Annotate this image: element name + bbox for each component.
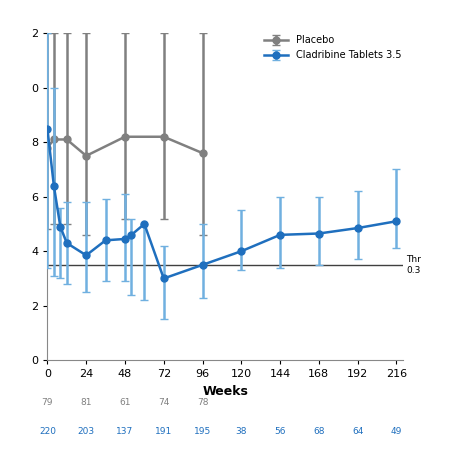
Text: 56: 56 <box>274 427 286 436</box>
Text: Thr
0.3: Thr 0.3 <box>407 255 421 274</box>
Text: 191: 191 <box>155 427 173 436</box>
X-axis label: Weeks: Weeks <box>202 385 248 398</box>
Text: 203: 203 <box>78 427 95 436</box>
Text: 81: 81 <box>81 398 92 407</box>
Text: 64: 64 <box>352 427 364 436</box>
Text: 68: 68 <box>313 427 325 436</box>
Text: 74: 74 <box>158 398 169 407</box>
Legend: Placebo, Cladribine Tablets 3.5: Placebo, Cladribine Tablets 3.5 <box>260 31 405 64</box>
Text: 137: 137 <box>116 427 134 436</box>
Text: 61: 61 <box>119 398 131 407</box>
Text: 49: 49 <box>391 427 402 436</box>
Text: 220: 220 <box>39 427 56 436</box>
Text: 38: 38 <box>236 427 247 436</box>
Text: 78: 78 <box>197 398 208 407</box>
Text: 195: 195 <box>194 427 211 436</box>
Text: 79: 79 <box>42 398 53 407</box>
